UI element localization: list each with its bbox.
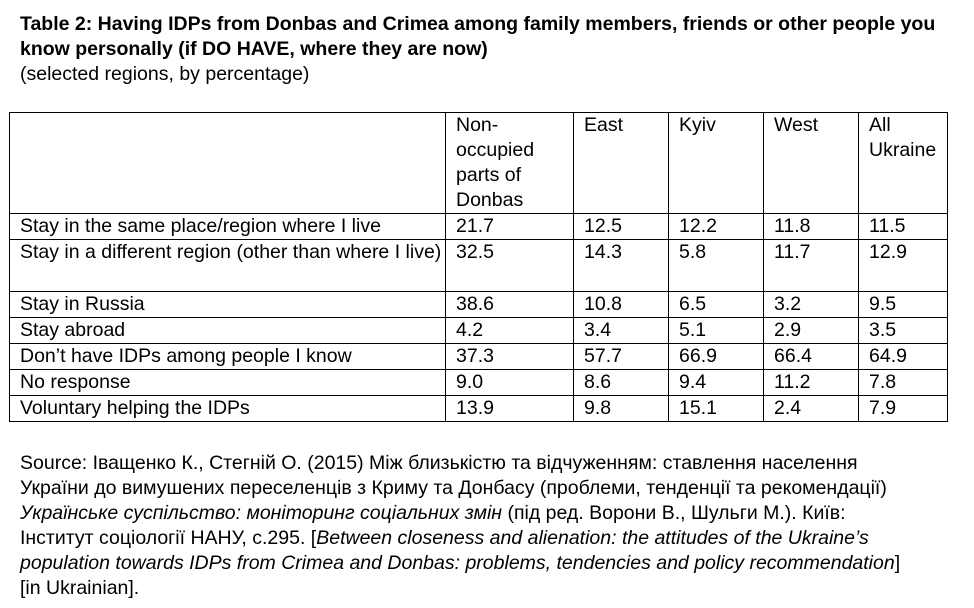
table-title: Table 2: Having IDPs from Donbas and Cri… xyxy=(20,13,936,60)
table-cell: 7.8 xyxy=(858,369,948,396)
header-cell: All Ukraine xyxy=(858,112,948,214)
table-row: Stay abroad 4.2 3.4 5.1 2.9 3.5 xyxy=(9,317,948,344)
row-label: No response xyxy=(9,369,446,396)
table-cell: 9.4 xyxy=(668,369,764,396)
table-row: Don’t have IDPs among people I know 37.3… xyxy=(9,343,948,370)
header-cell: West xyxy=(763,112,859,214)
table-cell: 3.4 xyxy=(573,317,669,344)
source-translation: Between closeness and alienation: the at… xyxy=(20,527,895,574)
data-table: Non-occupied parts of Donbas East Kyiv W… xyxy=(9,112,948,422)
table-cell: 32.5 xyxy=(445,239,574,292)
table-cell: 5.8 xyxy=(668,239,764,292)
row-label: Don’t have IDPs among people I know xyxy=(9,343,446,370)
table-cell: 5.1 xyxy=(668,317,764,344)
table-cell: 3.5 xyxy=(858,317,948,344)
table-cell: 11.2 xyxy=(763,369,859,396)
table-cell: 21.7 xyxy=(445,213,574,240)
table-cell: 6.5 xyxy=(668,291,764,318)
table-cell: 15.1 xyxy=(668,395,764,422)
table-cell: 38.6 xyxy=(445,291,574,318)
table-cell: 9.5 xyxy=(858,291,948,318)
table-cell: 66.4 xyxy=(763,343,859,370)
table-cell: 12.5 xyxy=(573,213,669,240)
table-cell: 7.9 xyxy=(858,395,948,422)
table-header-row: Non-occupied parts of Donbas East Kyiv W… xyxy=(9,112,948,214)
table-cell: 64.9 xyxy=(858,343,948,370)
table-cell: 57.7 xyxy=(573,343,669,370)
table-cell: 3.2 xyxy=(763,291,859,318)
row-label: Stay in a different region (other than w… xyxy=(9,239,446,292)
table-cell: 4.2 xyxy=(445,317,574,344)
row-label: Stay abroad xyxy=(9,317,446,344)
source-prefix: Source: Іващенко К., Стегній О. (2015) М… xyxy=(20,452,887,499)
row-label: Stay in Russia xyxy=(9,291,446,318)
table-subtitle: (selected regions, by percentage) xyxy=(20,63,310,85)
table-cell: 10.8 xyxy=(573,291,669,318)
header-cell: East xyxy=(573,112,669,214)
table-cell: 2.9 xyxy=(763,317,859,344)
table-cell: 2.4 xyxy=(763,395,859,422)
table-row: Stay in the same place/region where I li… xyxy=(9,213,948,240)
table-cell: 14.3 xyxy=(573,239,669,292)
table-cell: 13.9 xyxy=(445,395,574,422)
table-row: Voluntary helping the IDPs 13.9 9.8 15.1… xyxy=(9,395,948,422)
table-cell: 12.2 xyxy=(668,213,764,240)
table-cell: 11.8 xyxy=(763,213,859,240)
row-label: Stay in the same place/region where I li… xyxy=(9,213,446,240)
source-middle: (під ред. Ворони В., Шульги М.). Київ: І… xyxy=(20,502,846,549)
row-label: Voluntary helping the IDPs xyxy=(9,395,446,422)
header-cell xyxy=(9,112,446,214)
source-citation: Source: Іващенко К., Стегній О. (2015) М… xyxy=(20,451,920,601)
table-cell: 11.5 xyxy=(858,213,948,240)
table-cell: 37.3 xyxy=(445,343,574,370)
table-row: No response 9.0 8.6 9.4 11.2 7.8 xyxy=(9,369,948,396)
table-cell: 66.9 xyxy=(668,343,764,370)
table-cell: 9.8 xyxy=(573,395,669,422)
table-cell: 12.9 xyxy=(858,239,948,292)
source-suffix: ] [in Ukrainian]. xyxy=(20,552,901,599)
header-cell: Non-occupied parts of Donbas xyxy=(445,112,574,214)
source-journal: Українське суспільство: моніторинг соціа… xyxy=(20,502,503,524)
table-row: Stay in a different region (other than w… xyxy=(9,239,948,292)
table-cell: 11.7 xyxy=(763,239,859,292)
table-cell: 8.6 xyxy=(573,369,669,396)
header-cell: Kyiv xyxy=(668,112,764,214)
table-row: Stay in Russia 38.6 10.8 6.5 3.2 9.5 xyxy=(9,291,948,318)
table-cell: 9.0 xyxy=(445,369,574,396)
